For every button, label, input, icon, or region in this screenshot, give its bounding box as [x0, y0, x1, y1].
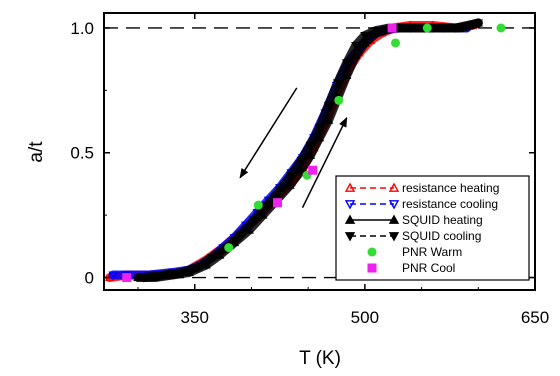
legend-marker-right-1: [388, 200, 400, 210]
series-4-point-1: [253, 200, 263, 210]
legend-marker-4: [367, 247, 377, 257]
series-3-point-9: [332, 79, 343, 88]
legend-label-0: resistance heating: [402, 181, 499, 195]
series-3-point-3: [405, 24, 415, 33]
series-5-point-3: [387, 23, 397, 33]
x-tick-label-0: 350: [181, 308, 209, 327]
legend-label-4: PNR Warm: [402, 245, 462, 259]
series-3-point-8: [342, 59, 352, 68]
legend: resistance heating resistance cooling SQUI…: [335, 175, 530, 281]
y-tick-label-2: 1.0: [70, 19, 94, 38]
series-3-point-6: [360, 31, 370, 41]
series-3-point-24: [139, 274, 149, 283]
legend-marker-right-3: [388, 232, 400, 242]
annotation-arrow-0: [239, 87, 298, 179]
x-axis-label: T (K): [299, 348, 341, 369]
series-4-point-0: [224, 243, 234, 253]
series-1-point-25: [108, 271, 118, 280]
legend-marker-left-0: [344, 182, 356, 192]
series-3-point-7: [351, 41, 361, 51]
series-3-point-22: [176, 269, 186, 278]
legend-box: [335, 175, 530, 281]
axis-ticks: 350 500 650 0 0.5 1.0: [70, 13, 549, 327]
legend-label-3: SQUID cooling: [402, 229, 481, 243]
legend-label-1: resistance cooling: [402, 197, 498, 211]
legend-marker-right-0: [388, 182, 400, 192]
series-3-point-21: [192, 264, 202, 273]
legend-label-5: PNR Cool: [402, 261, 455, 275]
series-3-point-10: [323, 101, 334, 111]
y-axis-label: a/t: [26, 141, 47, 163]
y-tick-label-1: 0.5: [70, 144, 94, 163]
series-5-point-1: [273, 198, 283, 208]
series-4: [224, 23, 506, 253]
series-3-point-15: [275, 186, 285, 196]
series-3-point-20: [207, 254, 217, 263]
series-4-point-6: [496, 23, 506, 33]
legend-label-2: SQUID heating: [402, 213, 483, 227]
series-4-point-3: [334, 95, 344, 105]
series-5-point-2: [308, 165, 318, 175]
series-5-point-0: [122, 273, 132, 283]
legend-marker-left-3: [344, 232, 356, 242]
y-tick-label-0: 0: [85, 269, 94, 288]
series-3-point-0: [473, 19, 483, 28]
x-tick-label-1: 500: [351, 308, 379, 327]
legend-marker-left-1: [344, 200, 356, 210]
series-3-point-14: [286, 171, 296, 181]
series-3-point-13: [296, 156, 307, 166]
series-3-point-16: [262, 201, 273, 211]
series-3-point-11: [314, 124, 325, 133]
series-3-point-12: [305, 141, 316, 151]
legend-marker-5: [367, 263, 377, 273]
legend-marker-right-2: [388, 214, 400, 224]
series-3-point-1: [450, 24, 461, 33]
series-5: [122, 23, 397, 283]
legend-marker-left-2: [344, 214, 356, 224]
series-3-point-5: [371, 26, 381, 36]
series-3-point-18: [235, 231, 245, 241]
series-4-point-5: [422, 23, 432, 33]
plot-frame: [103, 12, 536, 291]
x-tick-label-2: 650: [521, 308, 549, 327]
annotation-arrow-1: [301, 116, 348, 208]
series-3-point-17: [249, 216, 259, 226]
series-layer: [104, 18, 506, 283]
series-3-point-23: [158, 271, 168, 280]
series-4-point-4: [390, 38, 400, 48]
annotation-arrows: [239, 87, 348, 208]
